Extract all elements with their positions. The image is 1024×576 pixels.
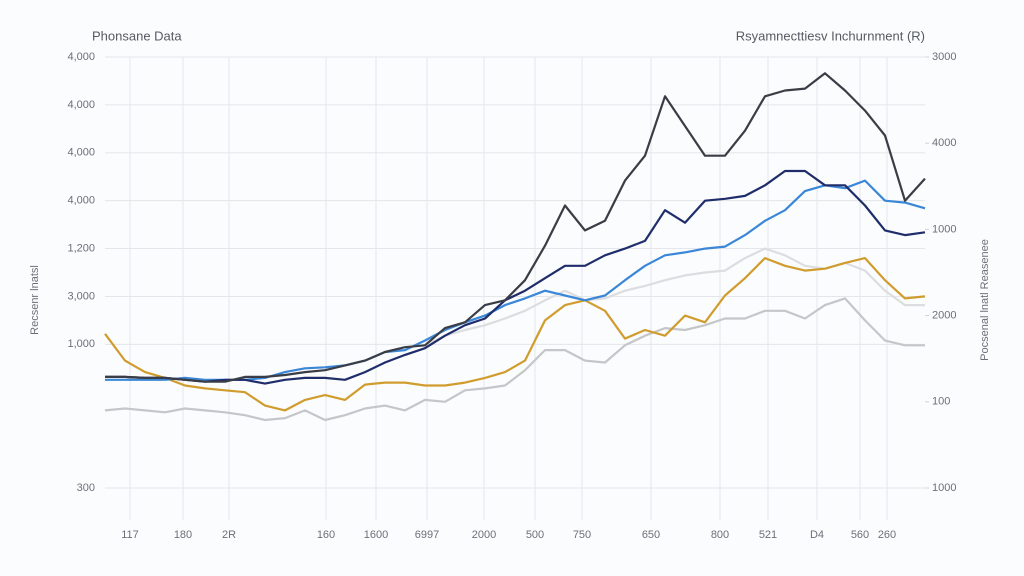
- x-tick-label: 6997: [415, 529, 439, 541]
- x-tick-label: 260: [878, 529, 896, 541]
- x-tick-label: 1600: [364, 529, 388, 541]
- y-axis-label: Recsenr lnatsl: [29, 265, 41, 335]
- y2-tick-label: 1000: [932, 223, 956, 235]
- x-tick-label: 2000: [472, 529, 496, 541]
- x-tick-label: 180: [174, 529, 192, 541]
- y2-tick-label: 2000: [932, 310, 956, 322]
- y2-tick-label: 1000: [932, 482, 956, 494]
- y2-tick-label: 4000: [932, 137, 956, 149]
- x-tick-label: 117: [121, 529, 139, 541]
- y-tick-label: 4,000: [67, 195, 95, 207]
- y2-axis-label: Pocsenal lnatl Reasenee: [979, 239, 991, 361]
- x-tick-label: 2R: [222, 529, 236, 541]
- series-line: [105, 72, 926, 383]
- x-tick-label: 521: [759, 529, 777, 541]
- x-tick-label: D4: [810, 529, 824, 541]
- x-tick-label: 800: [711, 529, 729, 541]
- x-tick-label: 160: [317, 529, 335, 541]
- x-tick-label: 650: [642, 529, 660, 541]
- x-tick-label: 750: [573, 529, 591, 541]
- y-tick-label: 1,000: [67, 338, 95, 350]
- y-tick-label: 300: [77, 482, 95, 494]
- x-tick-label: 560: [851, 529, 869, 541]
- y-tick-label: 1,200: [67, 242, 95, 254]
- x-tick-label: 500: [526, 529, 544, 541]
- y-tick-label: 4,000: [67, 99, 95, 111]
- chart-subtitle: Rsyamnecttiesv Inchurnment (R): [736, 28, 925, 43]
- y-tick-label: 4,000: [67, 147, 95, 159]
- chart-title: Phonsane Data: [92, 28, 182, 43]
- y-tick-label: 4,000: [67, 51, 95, 63]
- series-line: [104, 297, 925, 422]
- series-line: [105, 169, 926, 385]
- y-tick-label: 3,000: [67, 290, 95, 302]
- y2-tick-label: 100: [932, 396, 950, 408]
- y2-tick-label: 3000: [932, 51, 956, 63]
- series-line: [104, 257, 926, 412]
